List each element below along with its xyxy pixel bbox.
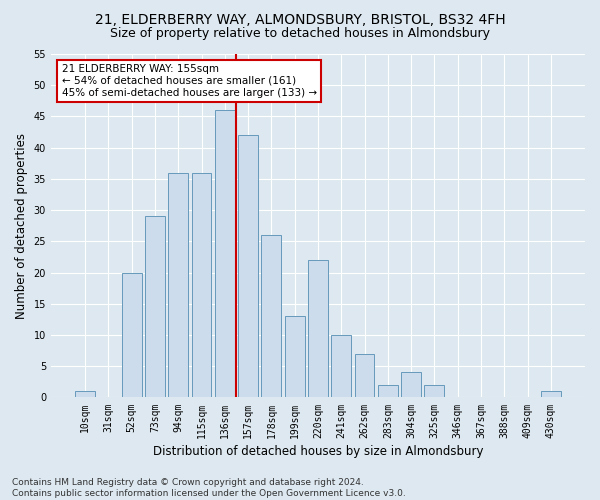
Bar xyxy=(378,385,398,398)
Bar xyxy=(308,260,328,398)
Bar xyxy=(355,354,374,398)
Bar xyxy=(191,172,211,398)
Bar xyxy=(145,216,165,398)
Bar xyxy=(401,372,421,398)
Bar xyxy=(75,391,95,398)
Bar xyxy=(169,172,188,398)
Bar xyxy=(215,110,235,398)
Bar xyxy=(285,316,305,398)
X-axis label: Distribution of detached houses by size in Almondsbury: Distribution of detached houses by size … xyxy=(153,444,483,458)
Text: Size of property relative to detached houses in Almondsbury: Size of property relative to detached ho… xyxy=(110,28,490,40)
Bar xyxy=(122,272,142,398)
Text: 21, ELDERBERRY WAY, ALMONDSBURY, BRISTOL, BS32 4FH: 21, ELDERBERRY WAY, ALMONDSBURY, BRISTOL… xyxy=(95,12,505,26)
Bar xyxy=(541,391,561,398)
Y-axis label: Number of detached properties: Number of detached properties xyxy=(15,132,28,318)
Text: 21 ELDERBERRY WAY: 155sqm
← 54% of detached houses are smaller (161)
45% of semi: 21 ELDERBERRY WAY: 155sqm ← 54% of detac… xyxy=(62,64,317,98)
Bar xyxy=(424,385,444,398)
Bar xyxy=(262,235,281,398)
Bar xyxy=(331,335,351,398)
Text: Contains HM Land Registry data © Crown copyright and database right 2024.
Contai: Contains HM Land Registry data © Crown c… xyxy=(12,478,406,498)
Bar xyxy=(238,135,258,398)
